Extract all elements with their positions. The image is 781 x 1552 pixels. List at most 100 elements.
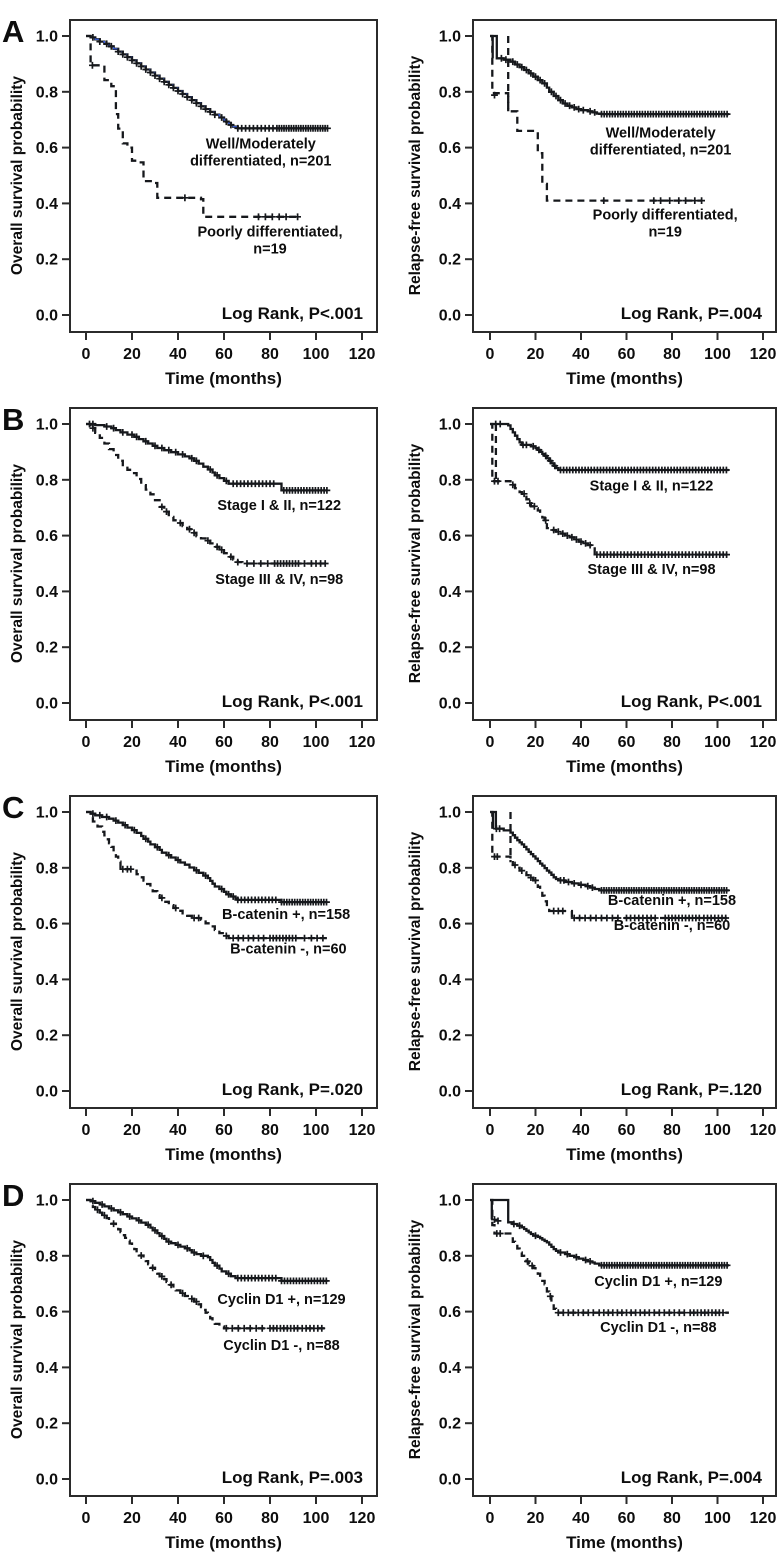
series-stage-i-ii	[490, 420, 730, 474]
x-tick-label: 80	[261, 1510, 279, 1527]
x-tick-label: 20	[123, 734, 141, 751]
censor-plus-mark	[563, 532, 571, 539]
censor-plus-mark	[529, 442, 537, 450]
censor-plus-mark	[213, 471, 221, 479]
censor-plus-mark	[516, 1222, 523, 1230]
series-stage-iii-iv	[86, 422, 329, 567]
censor-plus-mark	[213, 1262, 221, 1269]
km-panel-a-relapse-free: 1.0 0.8 0.6 0.4 0.2 0.0 0 20 40 60 80 100 120 Time (m…	[390, 0, 781, 388]
censor-marks	[94, 1206, 326, 1332]
censor-plus-mark	[234, 1324, 242, 1332]
censor-plus-mark	[579, 106, 587, 114]
series-cyclin-d1--	[490, 1198, 729, 1317]
series-label: Cyclin D1 -, n=88	[223, 1338, 339, 1354]
censor-plus-mark	[110, 1220, 117, 1228]
censor-plus-mark	[542, 516, 550, 524]
censor-plus-mark	[723, 551, 730, 558]
censor-plus-mark	[550, 526, 558, 534]
censor-plus-mark	[582, 1256, 589, 1264]
censor-plus-mark	[494, 477, 502, 485]
y-tick-label: 0.2	[439, 640, 461, 657]
censor-plus-mark	[682, 197, 690, 204]
x-tick-label: 100	[704, 1510, 731, 1527]
x-tick-label: 0	[486, 346, 495, 363]
x-tick-label: 120	[750, 1122, 777, 1139]
censor-plus-mark	[262, 213, 269, 221]
x-tick-label: 0	[486, 1122, 495, 1139]
censor-plus-mark	[719, 1309, 727, 1317]
y-tick-label: 0.8	[36, 1248, 58, 1265]
x-tick-label: 80	[261, 346, 279, 363]
x-axis-title: Time (months)	[566, 1145, 683, 1164]
censor-plus-mark	[126, 1213, 134, 1220]
censor-plus-mark	[582, 540, 589, 547]
y-axis: 1.0 0.8 0.6 0.4 0.2 0.0	[439, 417, 473, 713]
censor-plus-mark	[319, 934, 327, 942]
censor-plus-mark	[172, 448, 180, 456]
censor-plus-mark	[294, 213, 301, 221]
y-tick-label: 0.0	[439, 696, 461, 713]
y-tick-label: 0.6	[36, 140, 58, 157]
log-rank-label: Log Rank, P=.004	[621, 304, 763, 323]
y-tick-label: 0.6	[439, 1304, 461, 1321]
censor-plus-mark	[174, 87, 182, 95]
km-chart-svg: 1.0 0.8 0.6 0.4 0.2 0.0 0 20 40 60 80 100 120 Time (m…	[407, 19, 777, 388]
x-tick-label: 0	[82, 1122, 91, 1139]
censor-plus-mark	[225, 890, 232, 898]
censor-plus-mark	[225, 1270, 232, 1278]
series-cyclin-d1-+	[490, 1198, 731, 1269]
series-label: B-catenin +, n=158	[222, 907, 350, 923]
log-rank-label: Log Rank, P=.120	[621, 1080, 762, 1099]
censor-plus-mark	[557, 96, 564, 104]
censor-plus-mark	[172, 904, 180, 912]
censor-plus-mark	[600, 197, 608, 204]
censor-plus-mark	[222, 1324, 230, 1332]
series-poorly-differentiated	[490, 34, 705, 204]
y-tick-label: 1.0	[439, 417, 461, 434]
plot-area-border	[472, 1183, 777, 1497]
censor-plus-mark	[651, 914, 659, 922]
x-axis: 0 20 40 60 80 100 120	[486, 1108, 777, 1139]
y-tick-label: 0.8	[36, 472, 58, 489]
plot-area-border	[69, 795, 378, 1109]
km-panel-d-overall: D 1.0 0.8 0.6 0.4 0.2 0.0 0 20 40 60 80 100 120 Time (…	[0, 1164, 390, 1552]
km-panel-a-overall: A 1.0 0.8 0.6 0.4 0.2 0.0 0 20 40 60 80 100 120 Time (…	[0, 0, 390, 388]
x-tick-label: 80	[663, 734, 681, 751]
series-poorly-differentiated	[86, 34, 301, 221]
km-chart-svg: D 1.0 0.8 0.6 0.4 0.2 0.0 0 20 40 60 80 100 120 Time (…	[2, 1178, 378, 1552]
y-tick-label: 0.4	[36, 584, 58, 601]
series-label: Cyclin D1 -, n=88	[600, 1320, 716, 1336]
y-axis-title: Relapse-free survival probability	[407, 831, 424, 1071]
censor-plus-mark	[199, 1252, 207, 1260]
censor-plus-mark	[559, 907, 567, 915]
x-tick-label: 40	[572, 1122, 590, 1139]
censor-plus-mark	[197, 102, 205, 110]
series-b-catenin-+	[490, 810, 730, 894]
series-label: Stage III & IV, n=98	[215, 572, 343, 588]
y-tick-label: 0.6	[439, 140, 461, 157]
censor-plus-mark	[301, 934, 308, 942]
series-label: Well/Moderately differentiated, n=201	[590, 125, 731, 158]
survival-curve	[86, 810, 328, 940]
panel-letter: D	[2, 1178, 24, 1213]
series-cyclin-d1-+	[86, 1197, 330, 1285]
censor-plus-mark	[163, 508, 170, 515]
censor-plus-mark	[586, 541, 594, 549]
censor-plus-mark	[614, 914, 622, 922]
censor-plus-mark	[520, 490, 528, 498]
censor-plus-mark	[577, 538, 585, 546]
y-tick-label: 0.2	[36, 640, 58, 657]
censor-plus-mark	[103, 813, 111, 821]
km-panel-d-relapse-free: 1.0 0.8 0.6 0.4 0.2 0.0 0 20 40 60 80 100 120 Time (m…	[390, 1164, 781, 1552]
survival-curve	[86, 810, 328, 904]
x-tick-label: 60	[215, 346, 233, 363]
y-tick-label: 0.6	[36, 1304, 58, 1321]
y-tick-label: 0.6	[439, 528, 461, 545]
censor-plus-mark	[511, 861, 519, 869]
y-axis-title: Relapse-free survival probability	[407, 443, 424, 683]
km-chart-svg: C 1.0 0.8 0.6 0.4 0.2 0.0 0 20 40 60 80 100 120 Time (…	[2, 790, 378, 1164]
censor-plus-mark	[103, 40, 111, 48]
y-tick-label: 0.8	[36, 84, 58, 101]
censor-plus-mark	[675, 197, 683, 204]
censor-plus-mark	[568, 533, 576, 541]
